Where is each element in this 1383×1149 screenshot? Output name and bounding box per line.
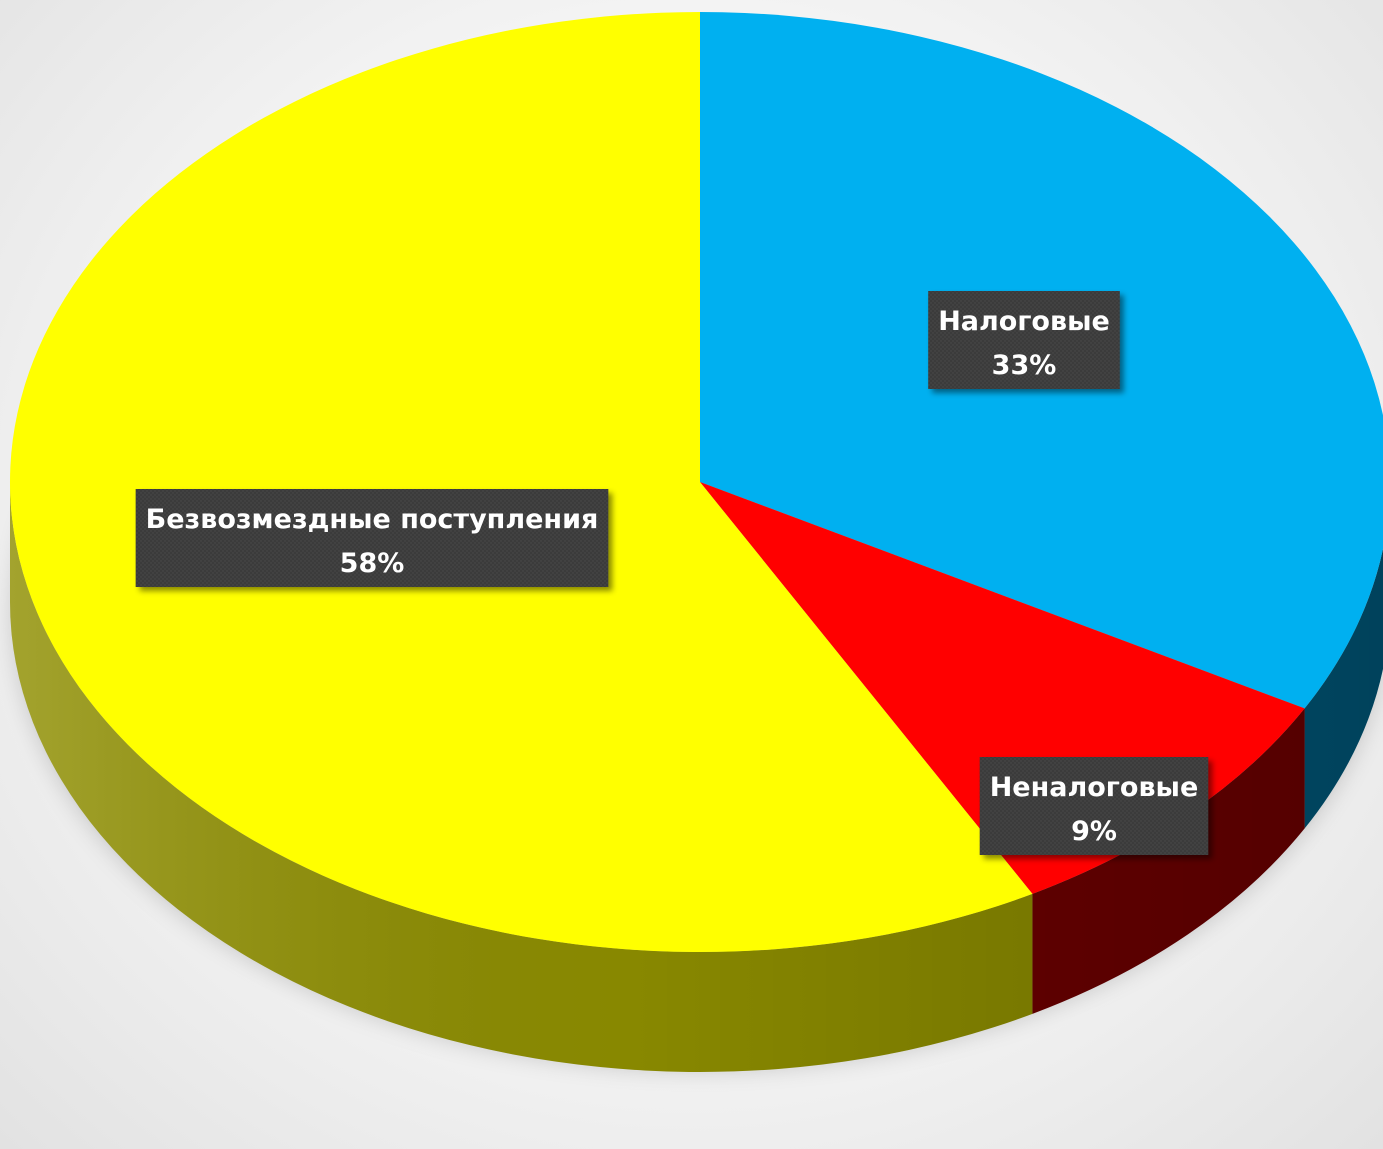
data-label-box xyxy=(928,291,1120,389)
data-label-name: Неналоговые xyxy=(990,772,1199,803)
data-label-percent: 9% xyxy=(1071,816,1117,847)
data-label-1: Неналоговые 9% xyxy=(979,757,1209,855)
pie-side-shade xyxy=(10,482,1383,1072)
data-label-percent: 58% xyxy=(340,548,405,579)
data-label-percent: 33% xyxy=(992,350,1057,381)
data-label-name: Безвозмездные поступления xyxy=(146,504,599,535)
data-label-name: Налоговые xyxy=(938,306,1110,337)
data-label-0: Налоговые 33% xyxy=(928,291,1120,389)
pie-slice-2 xyxy=(9,12,1033,953)
data-label-box xyxy=(979,757,1209,855)
data-label-box xyxy=(135,489,609,587)
data-label-2: Безвозмездные поступления 58% xyxy=(135,489,609,587)
